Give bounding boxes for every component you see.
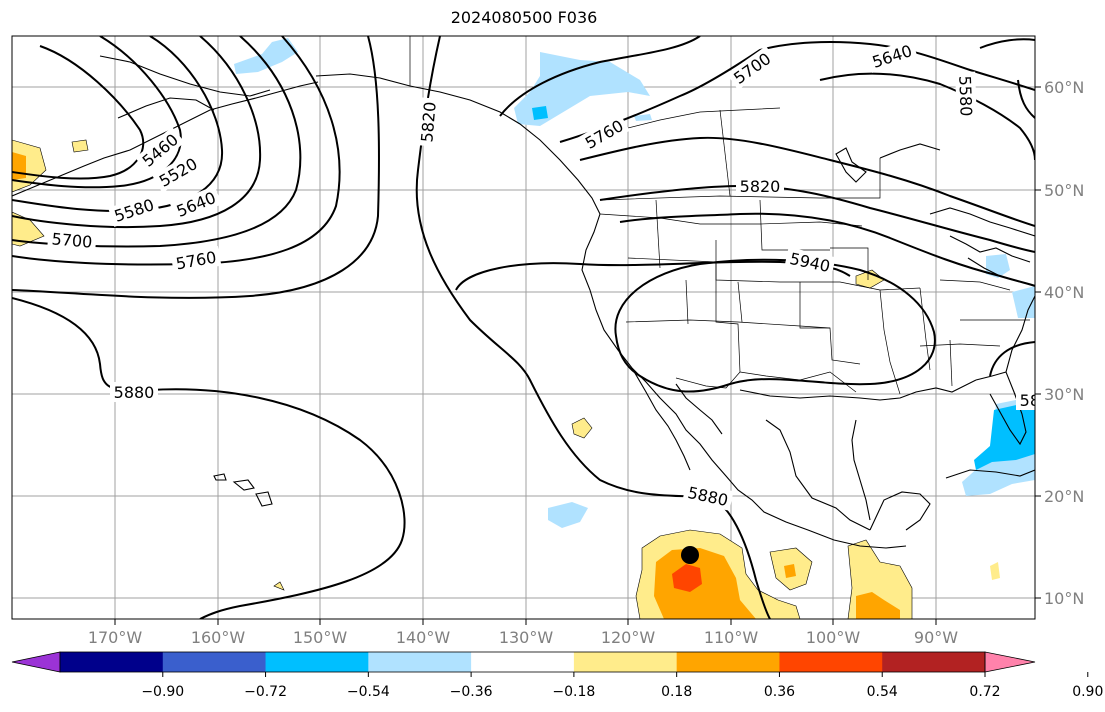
contour-label: 5700 bbox=[51, 229, 93, 251]
colorbar-tick-label: −0.90 bbox=[141, 684, 184, 700]
lat-tick-label: 40°N bbox=[1044, 283, 1084, 302]
contour-label: 5820 bbox=[417, 101, 439, 143]
lat-tick-label: 50°N bbox=[1044, 181, 1084, 200]
colorbar-segment bbox=[60, 652, 164, 672]
anomaly-patch-yukon-cool bbox=[514, 52, 650, 126]
colorbar-extend-high bbox=[984, 651, 1036, 673]
colorbar-segment bbox=[471, 652, 575, 672]
longitude-ticks: 170°W 160°W 150°W 140°W 130°W 120°W 110°W 100°W… bbox=[88, 619, 958, 647]
colorbar-tick-label: 0.72 bbox=[969, 684, 1000, 700]
anomaly-patch-caribbean-warm bbox=[990, 562, 1000, 580]
lat-tick-label: 20°N bbox=[1044, 487, 1084, 506]
anomaly-patch-west-1 bbox=[12, 139, 47, 193]
storm-center-marker bbox=[681, 546, 699, 564]
lon-tick-label: 110°W bbox=[704, 628, 759, 647]
anomaly-patch-west-2 bbox=[12, 152, 26, 180]
colorbar-tick-label: −0.72 bbox=[244, 684, 287, 700]
colorbar-tick-label: 0.36 bbox=[764, 684, 795, 700]
colorbar-extend-low bbox=[11, 651, 61, 673]
colorbar-segment bbox=[573, 652, 678, 672]
colorbar-tick-label: −0.18 bbox=[552, 684, 595, 700]
map-frame bbox=[11, 35, 1036, 620]
anomaly-patch-florida-core bbox=[974, 402, 1035, 470]
colorbar-tick-label: −0.36 bbox=[450, 684, 493, 700]
contour-label: 5880 bbox=[114, 383, 155, 402]
contour-label: 5640 bbox=[870, 41, 915, 72]
anomaly-patch-guatemala-orange bbox=[856, 592, 900, 619]
lon-tick-label: 140°W bbox=[396, 628, 451, 647]
anomaly-patch-bering-cool bbox=[234, 38, 298, 74]
anomaly-patch-epac-orange bbox=[654, 548, 756, 619]
lon-tick-label: 120°W bbox=[601, 628, 656, 647]
lon-tick-label: 160°W bbox=[191, 628, 246, 647]
anomaly-patch-yukon-core bbox=[532, 106, 548, 120]
anomaly-patch-yukon-small bbox=[634, 114, 652, 121]
contour-label: 5760 bbox=[174, 248, 217, 274]
colorbar-tick-label: 0.54 bbox=[867, 684, 898, 700]
lat-tick-label: 10°N bbox=[1044, 589, 1084, 608]
colorbar-segment bbox=[368, 652, 472, 672]
colorbar-tick-label: −0.54 bbox=[347, 684, 390, 700]
colorbar-tick-label: 0.18 bbox=[661, 684, 692, 700]
colorbar-segment bbox=[162, 652, 267, 672]
colorbar-segment bbox=[265, 652, 369, 672]
anomaly-patch-pacific-cool bbox=[548, 502, 588, 528]
latitude-ticks: 60°N 50°N 40°N 30°N 20°N 10°N bbox=[1035, 78, 1084, 608]
anomaly-patch-plains-warm bbox=[855, 269, 885, 289]
map-title: 2024080500 F036 bbox=[450, 8, 598, 27]
colorbar-segment bbox=[882, 652, 986, 672]
lon-tick-label: 90°W bbox=[914, 628, 958, 647]
colorbar-segment bbox=[676, 652, 780, 672]
lon-tick-label: 130°W bbox=[499, 628, 554, 647]
contour-label: 5760 bbox=[582, 116, 627, 153]
contour-label: 5580 bbox=[112, 195, 157, 226]
colorbar-frame bbox=[59, 651, 986, 673]
anomaly-patch-baja-warm bbox=[571, 417, 593, 439]
contour-label: 5580 bbox=[955, 75, 975, 116]
contour-label: 5880 bbox=[686, 483, 730, 510]
colorbar: −0.90 −0.72 −0.54 −0.36 −0.18 0.18 0.36 0.54 0.7… bbox=[11, 651, 1103, 700]
lat-tick-label: 60°N bbox=[1044, 78, 1084, 97]
lat-tick-label: 30°N bbox=[1044, 385, 1084, 404]
height-contours bbox=[12, 36, 1035, 619]
colorbar-tick-label: 0.90 bbox=[1072, 684, 1103, 700]
anomaly-patch-nj-cool bbox=[1012, 286, 1035, 318]
coastlines bbox=[12, 55, 1035, 549]
contour-label: 5880 bbox=[1020, 391, 1061, 410]
lon-tick-label: 170°W bbox=[88, 628, 143, 647]
contour-label: 5940 bbox=[788, 249, 832, 276]
anomaly-patch-tiny-1 bbox=[273, 581, 285, 591]
lon-tick-label: 100°W bbox=[806, 628, 861, 647]
anomaly-patch-epac-red bbox=[672, 564, 702, 592]
lon-tick-label: 150°W bbox=[293, 628, 348, 647]
shaded-anomaly-regions bbox=[12, 38, 1035, 619]
contour-label: 5820 bbox=[740, 177, 781, 196]
anomaly-patch-central-orange bbox=[784, 564, 796, 578]
colorbar-segment bbox=[779, 652, 883, 672]
anomaly-patch-alaska-small bbox=[71, 139, 89, 153]
